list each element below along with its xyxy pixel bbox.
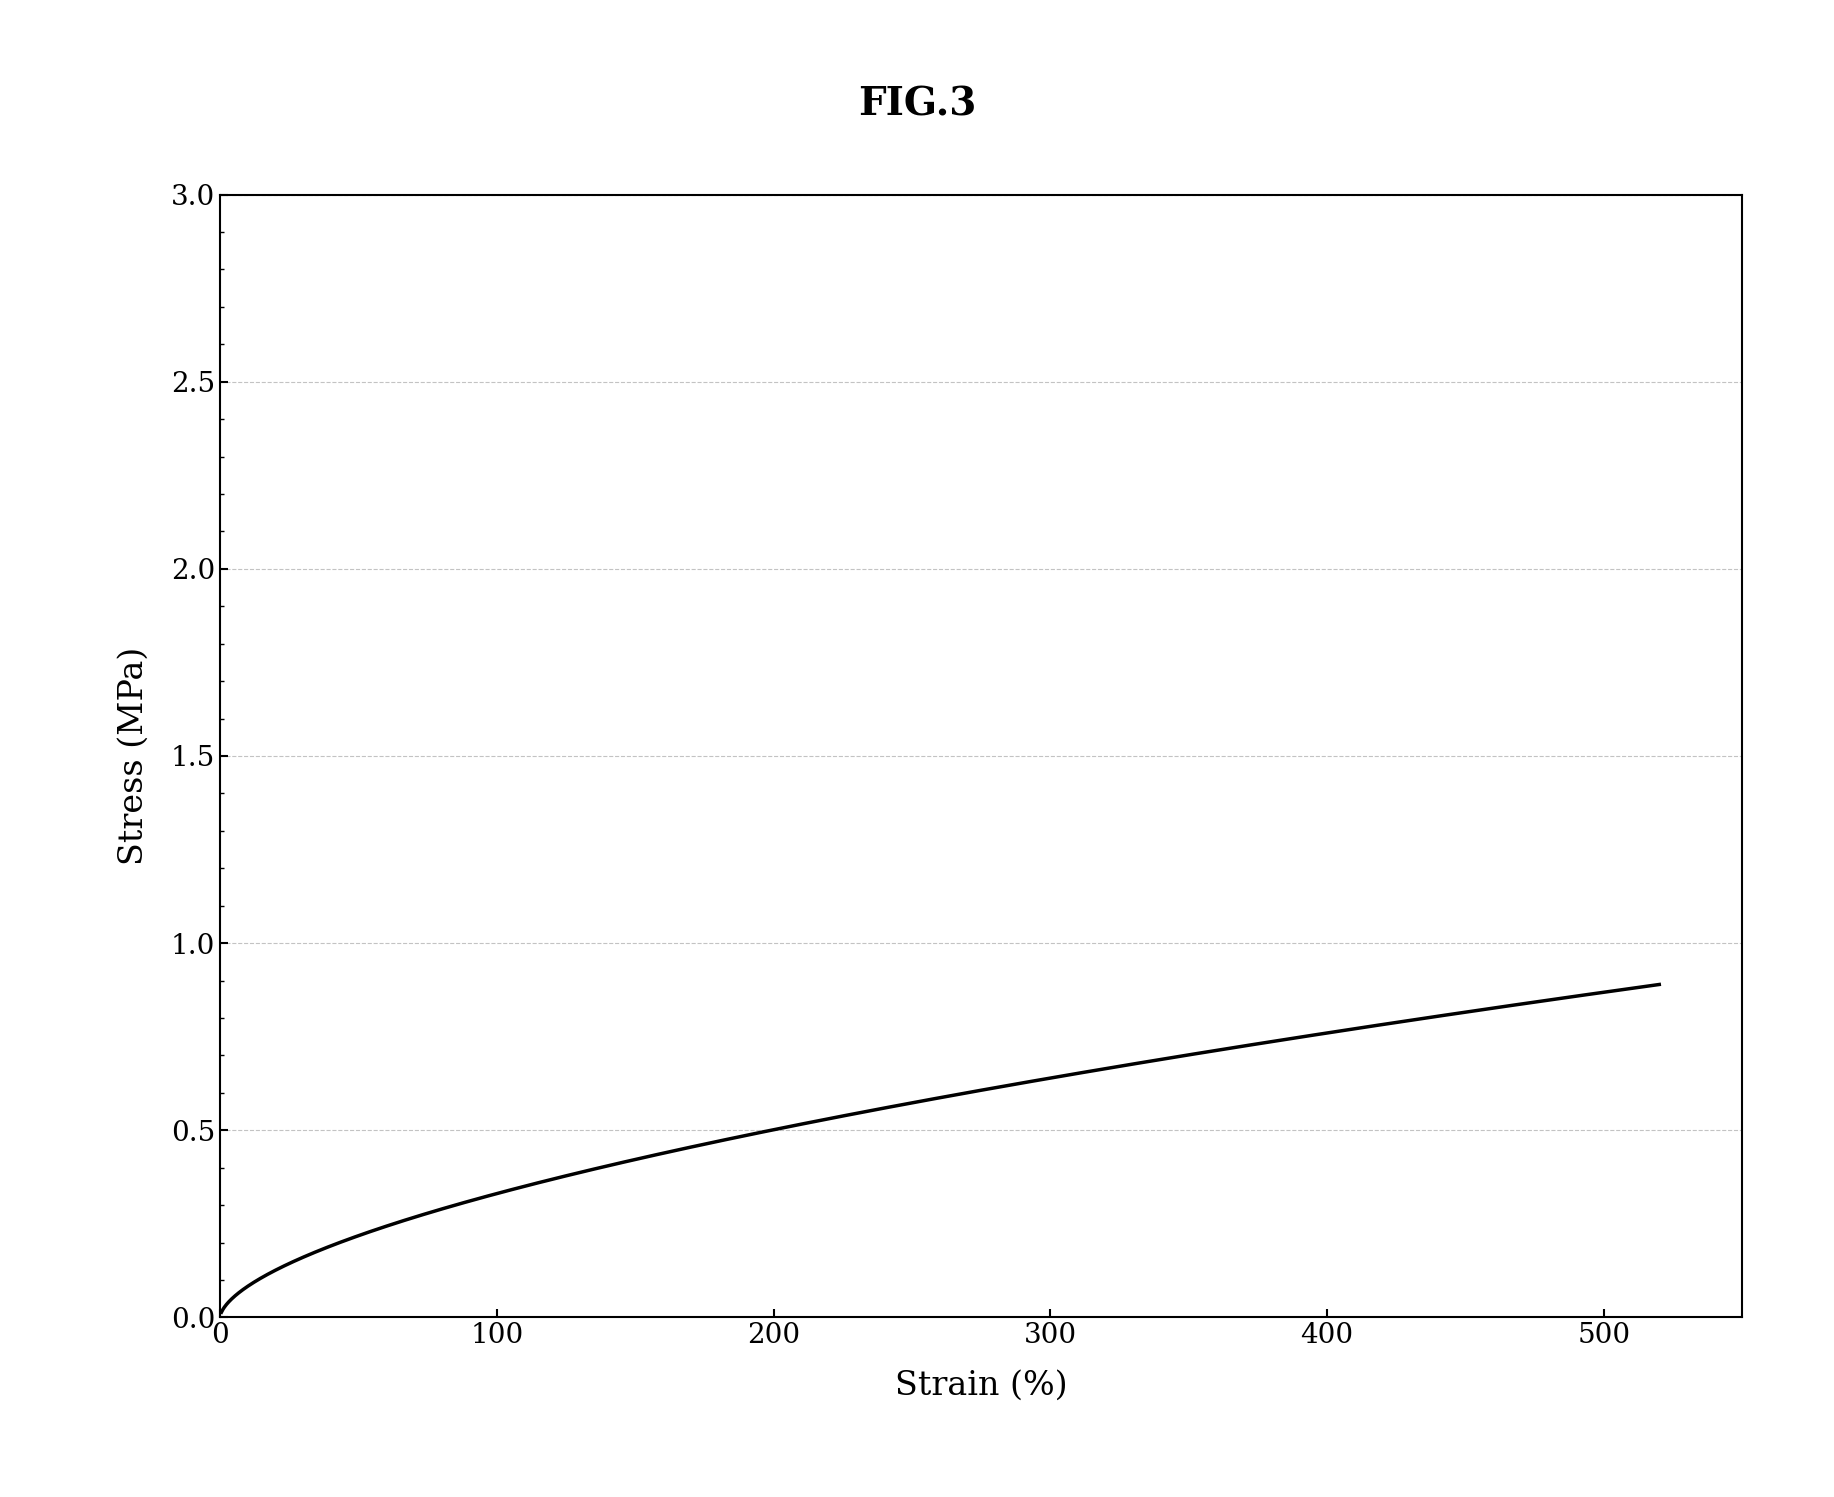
Y-axis label: Stress (MPa): Stress (MPa) <box>117 647 150 865</box>
Text: FIG.3: FIG.3 <box>858 85 976 124</box>
X-axis label: Strain (%): Strain (%) <box>895 1370 1067 1403</box>
